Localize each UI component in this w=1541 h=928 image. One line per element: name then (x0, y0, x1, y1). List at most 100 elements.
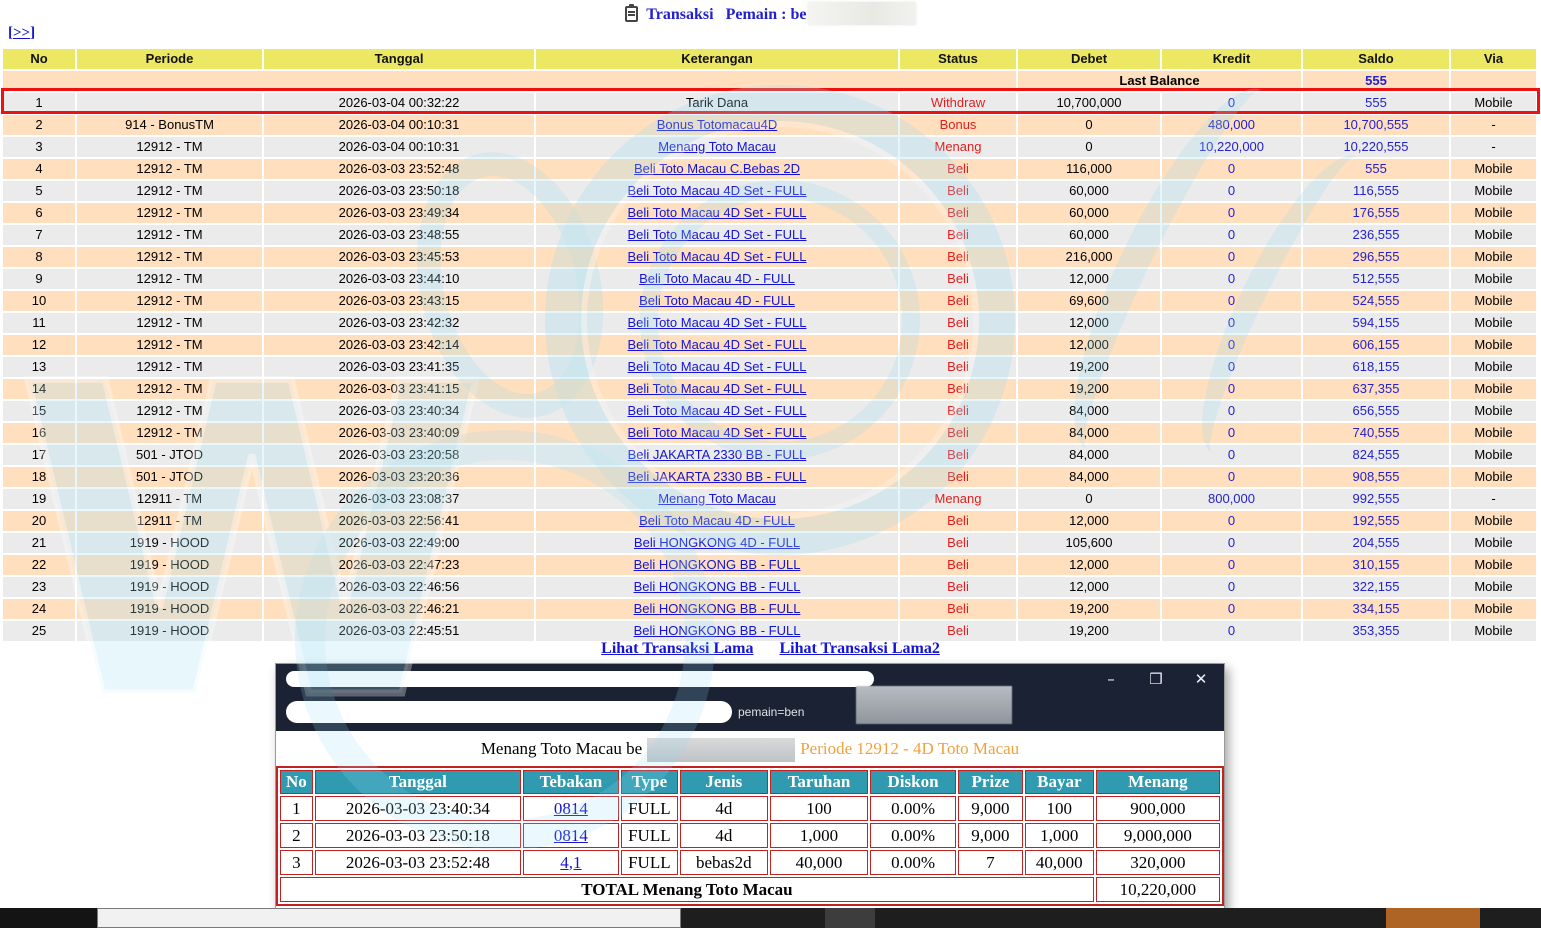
close-button[interactable]: ✕ (1194, 670, 1208, 688)
clipboard-icon (624, 4, 638, 22)
cell-via: Mobile (1451, 159, 1536, 179)
cell-keterangan: Beli Toto Macau 4D - FULL (536, 269, 898, 289)
url-redaction (286, 701, 732, 723)
cell-keterangan: Beli Toto Macau 4D Set - FULL (536, 225, 898, 245)
cell-periode (77, 93, 262, 113)
tebakan-link[interactable]: 0814 (553, 798, 588, 818)
cell-saldo: 512,555 (1303, 269, 1449, 289)
keterangan-link[interactable]: Bonus Totomacau4D (656, 117, 778, 132)
tebakan-link[interactable]: 0814 (553, 825, 588, 845)
cell-tanggal: 2026-03-03 22:46:56 (264, 577, 534, 597)
col-header-debet: Debet (1018, 49, 1160, 69)
keterangan-link[interactable]: Menang Toto Macau (658, 139, 776, 154)
keterangan-link[interactable]: Beli Toto Macau 4D Set - FULL (627, 183, 807, 198)
cell-debet: 105,600 (1018, 533, 1160, 553)
keterangan-link[interactable]: Beli Toto Macau 4D Set - FULL (627, 315, 807, 330)
detail-col-no: No (280, 770, 313, 794)
cell-keterangan: Beli Toto Macau 4D Set - FULL (536, 423, 898, 443)
cell-status: Beli (900, 247, 1016, 267)
keterangan-link[interactable]: Beli JAKARTA 2330 BB - FULL (627, 447, 807, 462)
keterangan-link[interactable]: Beli Toto Macau 4D Set - FULL (627, 249, 807, 264)
transaction-row-22: 22 1919 - HOOD 2026-03-03 22:47:23 Beli HON… (3, 555, 1536, 575)
popup-addressbar[interactable]: pemain=ben (276, 686, 1224, 731)
keterangan-link[interactable]: Beli Toto Macau 4D Set - FULL (627, 425, 807, 440)
keterangan-link[interactable]: Beli Toto Macau 4D - FULL (639, 293, 795, 308)
cell-no: 17 (3, 445, 75, 465)
cell-via: Mobile (1451, 445, 1536, 465)
keterangan-link[interactable]: Beli Toto Macau C.Bebas 2D (634, 161, 800, 176)
lihat-transaksi-lama2-link[interactable]: Lihat Transaksi Lama2 (779, 640, 940, 657)
cell-keterangan: Beli Toto Macau 4D Set - FULL (536, 181, 898, 201)
cell-debet: 60,000 (1018, 225, 1160, 245)
cell-no: 9 (3, 269, 75, 289)
keterangan-link[interactable]: Beli Toto Macau 4D - FULL (639, 271, 795, 286)
minimize-button[interactable]: – (1107, 670, 1115, 688)
cell-via: Mobile (1451, 379, 1536, 399)
cell-tanggal: 2026-03-03 23:44:10 (264, 269, 534, 289)
last-balance-saldo: 555 (1303, 71, 1449, 91)
maximize-button[interactable]: ❒ (1149, 670, 1163, 688)
cell-no: 7 (3, 225, 75, 245)
keterangan-link[interactable]: Beli Toto Macau 4D Set - FULL (627, 337, 807, 352)
keterangan-link[interactable]: Beli HONGKONG BB - FULL (633, 623, 801, 638)
cell-keterangan: Beli Toto Macau C.Bebas 2D (536, 159, 898, 179)
taskbar-active-app[interactable] (1386, 908, 1480, 928)
detail-cell-bayar: 100 (1024, 796, 1094, 821)
keterangan-link[interactable]: Beli HONGKONG BB - FULL (633, 557, 801, 572)
detail-row-3: 3 2026-03-03 23:52:48 4,1 FULL bebas2d 40,000… (280, 850, 1220, 875)
popup-title-prefix: Menang Toto Macau be (480, 739, 643, 758)
popup-titlebar[interactable]: – ❒ ✕ (276, 664, 1224, 701)
cell-tanggal: 2026-03-03 23:42:14 (264, 335, 534, 355)
keterangan-link[interactable]: Beli Toto Macau 4D Set - FULL (627, 205, 807, 220)
col-header-periode: Periode (77, 49, 262, 69)
next-page-link[interactable]: >> (13, 25, 31, 41)
cell-periode: 12911 - TM (77, 489, 262, 509)
cell-kredit: 0 (1162, 533, 1301, 553)
detail-cell-taruhan: 1,000 (769, 823, 868, 848)
last-balance-spacer (3, 71, 1016, 91)
transaction-row-18: 18 501 - JTOD 2026-03-03 23:20:36 Beli JAKA… (3, 467, 1536, 487)
keterangan-link[interactable]: Beli Toto Macau 4D Set - FULL (627, 381, 807, 396)
cell-tanggal: 2026-03-03 23:41:35 (264, 357, 534, 377)
cell-keterangan: Beli Toto Macau 4D Set - FULL (536, 401, 898, 421)
cell-periode: 12912 - TM (77, 247, 262, 267)
keterangan-link[interactable]: Beli JAKARTA 2330 BB - FULL (627, 469, 807, 484)
cell-periode: 1919 - HOOD (77, 621, 262, 641)
keterangan-link[interactable]: Beli Toto Macau 4D Set - FULL (627, 227, 807, 242)
cell-debet: 19,200 (1018, 357, 1160, 377)
keterangan-link[interactable]: Beli HONGKONG BB - FULL (633, 601, 801, 616)
cell-kredit: 0 (1162, 225, 1301, 245)
cell-periode: 12912 - TM (77, 423, 262, 443)
cell-via: Mobile (1451, 269, 1536, 289)
cell-debet: 216,000 (1018, 247, 1160, 267)
taskbar-app-button[interactable] (825, 908, 875, 928)
cell-tanggal: 2026-03-03 23:52:48 (264, 159, 534, 179)
tebakan-link[interactable]: 4,1 (560, 852, 582, 872)
cell-debet: 84,000 (1018, 467, 1160, 487)
cell-status: Beli (900, 599, 1016, 619)
cell-keterangan: Beli JAKARTA 2330 BB - FULL (536, 467, 898, 487)
transaction-row-4: 4 12912 - TM 2026-03-03 23:52:48 Beli Toto … (3, 159, 1536, 179)
cell-keterangan: Beli Toto Macau 4D Set - FULL (536, 203, 898, 223)
lihat-transaksi-lama-link[interactable]: Lihat Transaksi Lama (601, 640, 754, 657)
cell-saldo: 322,155 (1303, 577, 1449, 597)
skip-nav: [>>] (8, 25, 35, 42)
keterangan-link[interactable]: Beli Toto Macau 4D Set - FULL (627, 403, 807, 418)
keterangan-link[interactable]: Beli Toto Macau 4D - FULL (639, 513, 795, 528)
cell-debet: 19,200 (1018, 379, 1160, 399)
keterangan-link[interactable]: Beli HONGKONG BB - FULL (633, 579, 801, 594)
cell-debet: 0 (1018, 137, 1160, 157)
taskbar-start-area[interactable] (0, 908, 97, 928)
cell-no: 4 (3, 159, 75, 179)
cell-tanggal: 2026-03-03 22:49:00 (264, 533, 534, 553)
cell-status: Beli (900, 379, 1016, 399)
popup-title-redaction (647, 738, 796, 762)
keterangan-link[interactable]: Beli Toto Macau 4D Set - FULL (627, 359, 807, 374)
keterangan-link[interactable]: Beli HONGKONG 4D - FULL (633, 535, 801, 550)
taskbar-search-box[interactable] (97, 908, 681, 928)
cell-saldo: 176,555 (1303, 203, 1449, 223)
cell-debet: 12,000 (1018, 335, 1160, 355)
keterangan-link[interactable]: Menang Toto Macau (658, 491, 776, 506)
transaction-row-16: 16 12912 - TM 2026-03-03 23:40:09 Beli Toto… (3, 423, 1536, 443)
cell-no: 18 (3, 467, 75, 487)
